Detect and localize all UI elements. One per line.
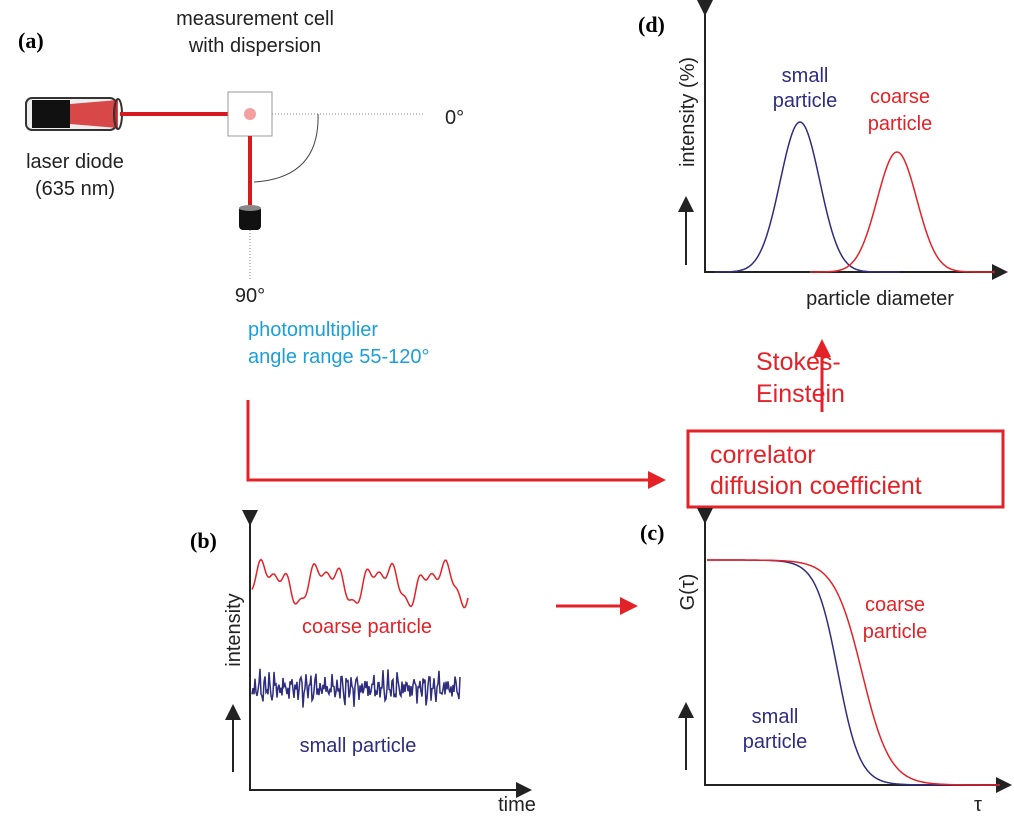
curve-label: particle — [868, 113, 932, 135]
curve-label: coarse — [865, 594, 925, 616]
detector — [239, 205, 261, 230]
flow-arrow — [246, 400, 666, 489]
signal-label: small particle — [300, 735, 417, 757]
axes — [697, 0, 1008, 280]
curve-label: coarse — [870, 86, 930, 108]
y-axis-label: intensity (%) — [677, 57, 699, 167]
stokes-label: Stokes- — [756, 348, 841, 376]
coarse-signal — [251, 558, 469, 609]
coarse-curve — [810, 151, 995, 273]
curve-label: small — [782, 65, 829, 87]
signal-label: coarse particle — [302, 616, 432, 638]
y-axis-label: intensity — [223, 593, 245, 666]
axes — [242, 510, 532, 798]
detector-label: photomultiplier — [248, 319, 378, 341]
panel-label: (d) — [638, 12, 665, 37]
coarse-curve — [707, 559, 1000, 786]
stokes-label: Einstein — [756, 380, 845, 408]
x-axis-label: τ — [974, 794, 982, 816]
curve-label: particle — [863, 621, 927, 643]
angle-arc — [253, 113, 319, 183]
panel-label: (b) — [190, 528, 217, 553]
cell-label: measurement cell — [176, 8, 334, 30]
detector-label: angle range 55-120° — [248, 346, 429, 368]
y-axis-label: G(τ) — [677, 574, 699, 611]
angle-label: 90° — [235, 285, 265, 307]
x-axis-label: time — [498, 794, 536, 816]
cell-label: with dispersion — [188, 35, 321, 57]
angle-label: 0° — [445, 107, 464, 129]
small-signal — [251, 668, 461, 708]
box-text: correlator — [710, 441, 816, 469]
laser-diode — [25, 97, 123, 131]
panel-label: (c) — [640, 520, 664, 545]
curve-label: small — [752, 706, 799, 728]
curve-label: particle — [743, 731, 807, 753]
laser-label: (635 nm) — [35, 178, 115, 200]
box-text: diffusion coefficient — [710, 472, 922, 500]
x-axis-label: particle diameter — [806, 288, 954, 310]
scatter-spot — [244, 108, 256, 120]
correlator-box — [686, 429, 1005, 509]
laser-label: laser diode — [26, 151, 124, 173]
panel-label: (a) — [18, 28, 44, 53]
curve-label: particle — [773, 90, 837, 112]
small-curve — [715, 121, 900, 273]
